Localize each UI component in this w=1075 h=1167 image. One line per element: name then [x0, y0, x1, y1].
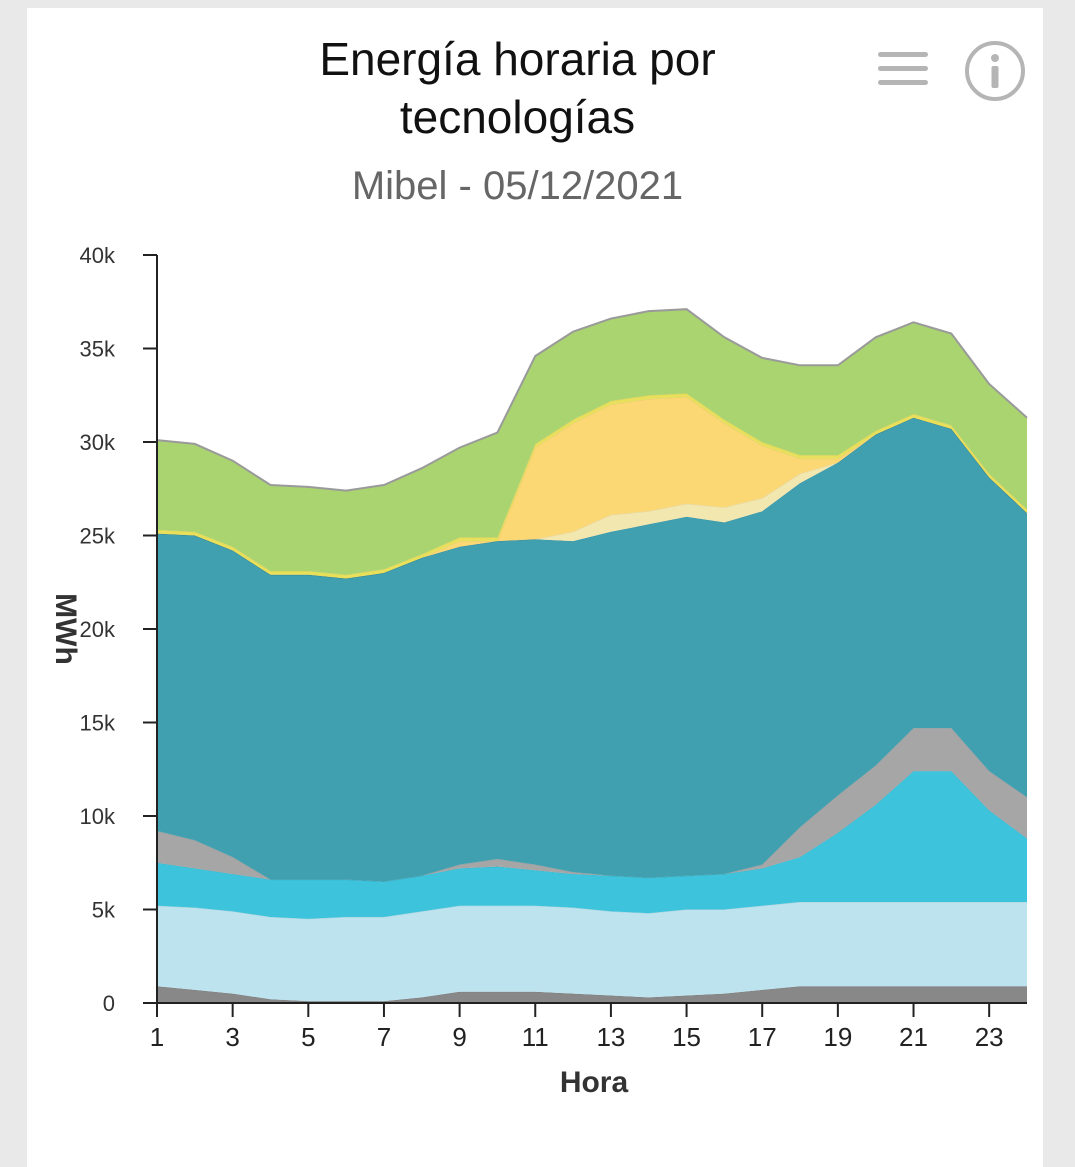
x-tick-label: 3	[225, 1022, 239, 1052]
area-series-1	[157, 986, 1027, 1003]
x-axis-title: Hora	[560, 1066, 629, 1099]
area-series-4	[157, 728, 1027, 882]
x-tick-label: 11	[522, 1022, 549, 1052]
y-tick-label: 40k	[80, 243, 116, 268]
area-series-5	[157, 417, 1027, 882]
x-tick-label: 15	[672, 1022, 701, 1052]
x-tick-label: 21	[899, 1022, 928, 1052]
x-tick-label: 23	[975, 1022, 1004, 1052]
x-tick-label: 7	[377, 1022, 391, 1052]
y-axis-title: MWh	[49, 593, 82, 665]
chart-title-line-1: Energía horaria por	[319, 33, 716, 85]
y-tick-label: 20k	[80, 617, 116, 642]
area-series-9	[157, 309, 1027, 575]
y-tick-label: 35k	[80, 337, 116, 362]
chart-title-line-2: tecnologías	[399, 91, 636, 143]
area-series-group	[156, 308, 1028, 1003]
y-tick-label: 5k	[92, 898, 116, 923]
chart-title: Energía horaria por tecnologías	[0, 30, 1035, 146]
info-circle-icon[interactable]	[964, 40, 1026, 102]
x-tick-label: 9	[452, 1022, 466, 1052]
area-series-3	[157, 771, 1027, 919]
hamburger-menu-icon[interactable]	[876, 48, 930, 90]
x-tick-label: 13	[596, 1022, 625, 1052]
x-tick-label: 5	[301, 1022, 315, 1052]
area-series-7	[157, 397, 1027, 579]
x-tick-label: 17	[748, 1022, 777, 1052]
y-tick-label: 15k	[80, 711, 116, 736]
y-tick-label: 25k	[80, 524, 116, 549]
area-series-2	[157, 902, 1027, 1002]
stack-top-outline	[156, 308, 1028, 492]
y-tick-label: 30k	[80, 430, 116, 455]
y-tick-label: 10k	[80, 804, 116, 829]
chart-subtitle: Mibel - 05/12/2021	[351, 164, 684, 208]
y-tick-label: 0	[103, 991, 115, 1016]
x-tick-label: 19	[823, 1022, 852, 1052]
x-tick-label: 1	[150, 1022, 164, 1052]
